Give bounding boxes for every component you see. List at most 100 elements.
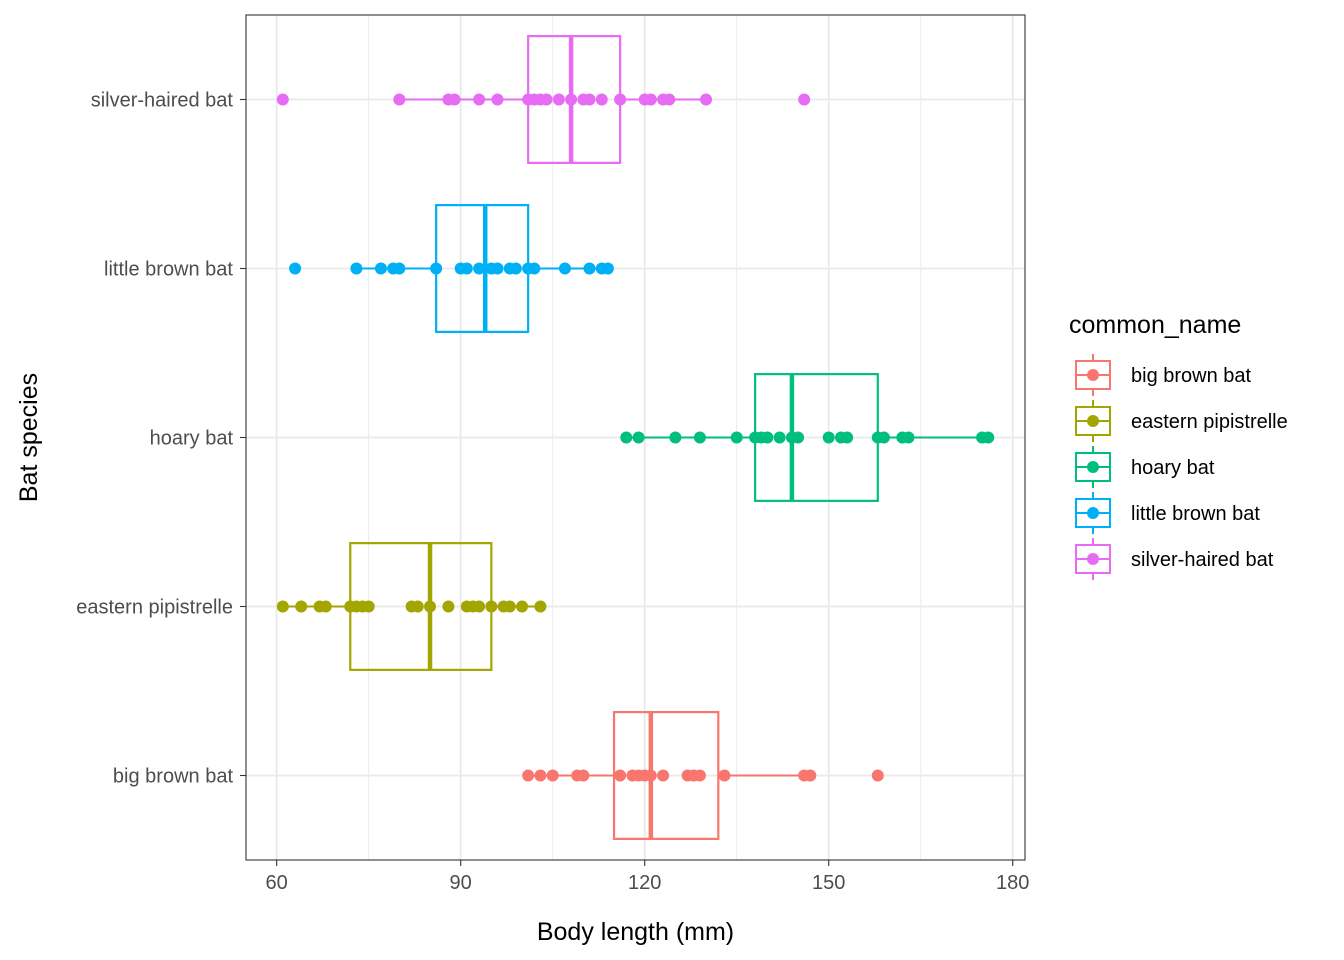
data-point xyxy=(295,600,308,613)
series-group xyxy=(522,711,884,840)
data-point xyxy=(693,431,706,444)
series-group xyxy=(620,373,995,502)
data-point xyxy=(693,769,706,782)
data-point xyxy=(460,262,473,275)
data-point xyxy=(565,93,578,106)
legend-item: eastern pipistrelle xyxy=(1075,400,1288,442)
box xyxy=(612,711,720,840)
data-point xyxy=(393,93,406,106)
data-point xyxy=(362,600,375,613)
y-tick-label: little brown bat xyxy=(104,259,233,281)
data-point xyxy=(761,431,774,444)
data-point xyxy=(798,93,811,106)
data-point xyxy=(632,431,645,444)
data-point xyxy=(663,93,676,106)
legend-label: little brown bat xyxy=(1131,503,1260,525)
data-point xyxy=(595,93,608,106)
data-point xyxy=(485,600,498,613)
data-point xyxy=(822,431,835,444)
data-point xyxy=(540,93,553,106)
y-axis-title: Bat species xyxy=(15,373,43,502)
data-point xyxy=(982,431,995,444)
data-point xyxy=(503,600,516,613)
legend-label: eastern pipistrelle xyxy=(1131,411,1288,433)
data-point xyxy=(442,600,455,613)
data-point xyxy=(620,431,633,444)
legend-key-point xyxy=(1087,507,1099,519)
data-point xyxy=(792,431,805,444)
legend-key-point xyxy=(1087,553,1099,565)
data-point xyxy=(534,769,547,782)
data-point xyxy=(700,93,713,106)
y-tick-label: big brown bat xyxy=(113,766,234,788)
data-point xyxy=(509,262,522,275)
data-point xyxy=(558,262,571,275)
legend-item: hoary bat xyxy=(1075,446,1215,488)
legend-item: big brown bat xyxy=(1075,354,1252,396)
y-tick-label: silver-haired bat xyxy=(91,90,234,112)
data-point xyxy=(577,769,590,782)
data-point xyxy=(393,262,406,275)
legend-label: hoary bat xyxy=(1131,457,1215,479)
x-tick-label: 150 xyxy=(812,872,845,894)
data-point xyxy=(528,262,541,275)
data-point xyxy=(448,93,461,106)
data-point xyxy=(491,93,504,106)
data-point xyxy=(552,93,565,106)
data-point xyxy=(644,769,657,782)
legend-key-point xyxy=(1087,369,1099,381)
data-point xyxy=(424,600,437,613)
series-group xyxy=(276,542,547,671)
data-point xyxy=(718,769,731,782)
data-point xyxy=(473,262,486,275)
data-point xyxy=(601,262,614,275)
legend-item: little brown bat xyxy=(1075,492,1260,534)
x-tick-label: 180 xyxy=(996,872,1029,894)
data-point xyxy=(804,769,817,782)
legend-key-point xyxy=(1087,415,1099,427)
data-point xyxy=(411,600,424,613)
data-point xyxy=(350,262,363,275)
data-point xyxy=(374,262,387,275)
data-point xyxy=(614,93,627,106)
data-point xyxy=(583,93,596,106)
data-point xyxy=(657,769,670,782)
data-point xyxy=(877,431,890,444)
data-point xyxy=(473,93,486,106)
data-point xyxy=(491,262,504,275)
series-layer xyxy=(276,35,995,840)
data-point xyxy=(522,769,535,782)
data-point xyxy=(276,600,289,613)
x-tick-label: 120 xyxy=(628,872,661,894)
data-point xyxy=(319,600,332,613)
plot-panel xyxy=(245,14,1026,861)
data-point xyxy=(644,93,657,106)
data-point xyxy=(669,431,682,444)
y-axis: big brown bat eastern pipistrelle hoary ba… xyxy=(76,90,246,788)
legend: common_name big brown bat eastern pipistr… xyxy=(1069,311,1288,580)
data-point xyxy=(473,600,486,613)
data-point xyxy=(430,262,443,275)
data-point xyxy=(773,431,786,444)
series-group xyxy=(289,204,614,333)
data-point xyxy=(730,431,743,444)
x-axis: 60 90 120 150 180 xyxy=(266,860,1029,894)
data-point xyxy=(583,262,596,275)
data-point xyxy=(871,769,884,782)
data-point xyxy=(276,93,289,106)
legend-label: silver-haired bat xyxy=(1131,549,1274,571)
legend-item: silver-haired bat xyxy=(1075,538,1274,580)
data-point xyxy=(614,769,627,782)
x-tick-label: 90 xyxy=(450,872,472,894)
legend-key-point xyxy=(1087,461,1099,473)
data-point xyxy=(902,431,915,444)
data-point xyxy=(546,769,559,782)
series-group xyxy=(276,35,811,164)
data-point xyxy=(534,600,547,613)
y-tick-label: hoary bat xyxy=(150,428,234,450)
x-tick-label: 60 xyxy=(266,872,288,894)
x-axis-title: Body length (mm) xyxy=(537,918,734,946)
y-tick-label: eastern pipistrelle xyxy=(76,597,233,619)
legend-items: big brown bat eastern pipistrelle hoary ba… xyxy=(1075,354,1288,580)
